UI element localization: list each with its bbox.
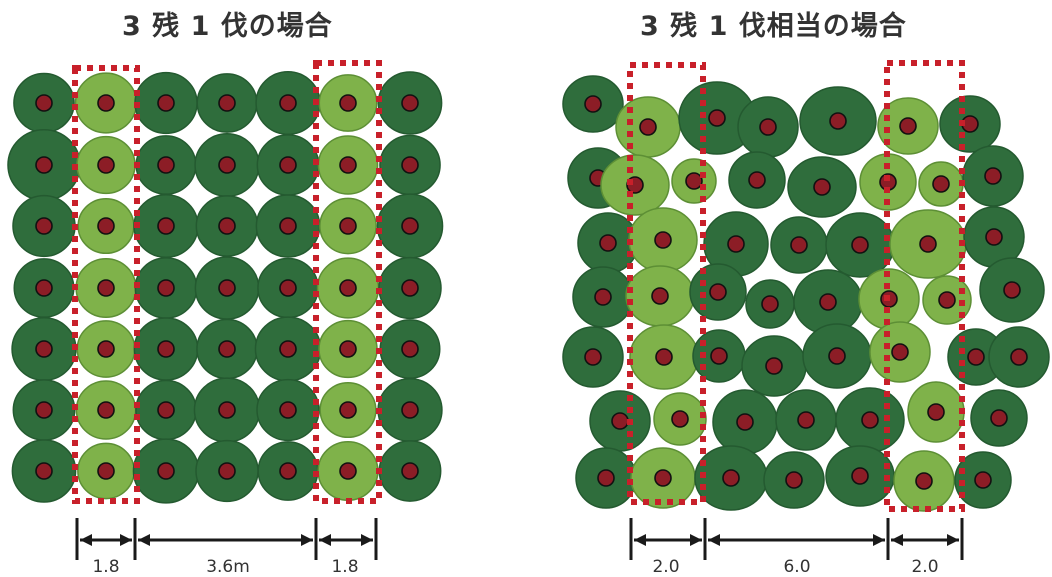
residual-tree bbox=[690, 264, 746, 320]
cut-tree bbox=[894, 451, 954, 511]
residual-tree bbox=[590, 391, 650, 451]
residual-tree bbox=[196, 196, 257, 256]
residual-tree bbox=[195, 134, 259, 197]
residual-tree bbox=[194, 378, 259, 442]
residual-tree bbox=[14, 74, 74, 133]
residual-tree bbox=[800, 87, 876, 155]
cut-tree bbox=[78, 443, 134, 498]
cut-tree bbox=[601, 155, 669, 215]
residual-tree bbox=[836, 388, 904, 452]
cut-tree bbox=[919, 162, 963, 206]
dimension-label: 3.6m bbox=[206, 557, 250, 577]
residual-tree bbox=[776, 390, 836, 450]
residual-tree bbox=[12, 318, 76, 381]
residual-tree bbox=[971, 390, 1027, 446]
residual-tree bbox=[136, 381, 196, 440]
residual-tree bbox=[379, 258, 441, 319]
dimension-label: 1.8 bbox=[92, 557, 119, 577]
cut-tree bbox=[908, 382, 964, 442]
cut-tree bbox=[672, 159, 716, 203]
cut-tree bbox=[320, 383, 376, 438]
residual-tree bbox=[257, 380, 319, 441]
cut-tree bbox=[319, 321, 377, 378]
cut-tree bbox=[77, 321, 134, 377]
cut-tree bbox=[318, 258, 379, 318]
residual-tree bbox=[771, 217, 827, 273]
residual-tree bbox=[980, 258, 1044, 322]
residual-tree bbox=[134, 195, 198, 258]
residual-tree bbox=[197, 74, 257, 132]
residual-tree bbox=[135, 73, 197, 134]
residual-tree bbox=[255, 317, 320, 381]
residual-tree bbox=[563, 76, 623, 132]
residual-tree bbox=[729, 152, 785, 208]
residual-tree bbox=[989, 327, 1049, 387]
cut-tree bbox=[320, 198, 376, 253]
residual-tree bbox=[14, 259, 74, 317]
residual-tree bbox=[256, 195, 319, 257]
residual-tree bbox=[197, 320, 257, 379]
residual-tree bbox=[746, 280, 794, 328]
cut-tree bbox=[319, 75, 376, 131]
residual-tree bbox=[377, 194, 442, 258]
residual-tree bbox=[12, 440, 75, 502]
residual-tree bbox=[135, 258, 196, 318]
dimension-label: 6.0 bbox=[783, 557, 810, 577]
residual-tree bbox=[256, 72, 320, 135]
cut-tree bbox=[870, 322, 930, 382]
residual-tree bbox=[258, 259, 318, 318]
dimension-line-left bbox=[77, 518, 376, 560]
cut-tree bbox=[616, 97, 680, 157]
cut-tree bbox=[318, 442, 378, 501]
cut-tree bbox=[626, 266, 694, 326]
residual-tree bbox=[738, 97, 798, 157]
cut-tree bbox=[629, 208, 697, 272]
residual-tree bbox=[258, 442, 318, 500]
cut-tree bbox=[631, 448, 695, 508]
residual-tree bbox=[380, 136, 440, 195]
cut-tree bbox=[76, 259, 136, 318]
residual-tree bbox=[133, 439, 198, 503]
residual-tree bbox=[563, 327, 623, 387]
cut-tree bbox=[78, 199, 134, 254]
residual-tree bbox=[196, 441, 258, 502]
dimension-line-right bbox=[631, 518, 962, 560]
residual-tree bbox=[826, 446, 894, 506]
right-tree-grid bbox=[563, 76, 1049, 511]
residual-tree bbox=[826, 213, 894, 277]
dimension-label: 2.0 bbox=[911, 557, 938, 577]
residual-tree bbox=[136, 136, 196, 194]
residual-tree bbox=[134, 318, 197, 380]
residual-tree bbox=[963, 146, 1023, 206]
cut-tree bbox=[76, 73, 137, 133]
residual-tree bbox=[803, 324, 871, 388]
cut-tree bbox=[77, 137, 135, 194]
residual-tree bbox=[13, 196, 75, 257]
residual-tree bbox=[378, 379, 442, 442]
cut-tree bbox=[890, 210, 966, 278]
residual-tree bbox=[380, 320, 440, 378]
residual-tree bbox=[257, 135, 318, 195]
residual-tree bbox=[378, 72, 441, 134]
residual-tree bbox=[379, 441, 440, 501]
residual-tree bbox=[8, 130, 80, 201]
residual-tree bbox=[13, 380, 74, 440]
residual-tree bbox=[940, 96, 1000, 152]
residual-tree bbox=[713, 390, 777, 454]
cut-tree bbox=[630, 325, 698, 389]
residual-tree bbox=[764, 452, 824, 508]
cut-tree bbox=[654, 393, 706, 445]
residual-tree bbox=[195, 257, 258, 319]
residual-tree bbox=[788, 157, 856, 217]
residual-tree bbox=[573, 267, 633, 327]
residual-tree bbox=[742, 336, 806, 396]
cut-tree bbox=[76, 381, 135, 439]
dimension-label: 2.0 bbox=[652, 557, 679, 577]
dimension-label: 1.8 bbox=[331, 557, 358, 577]
cut-tree bbox=[318, 136, 377, 194]
